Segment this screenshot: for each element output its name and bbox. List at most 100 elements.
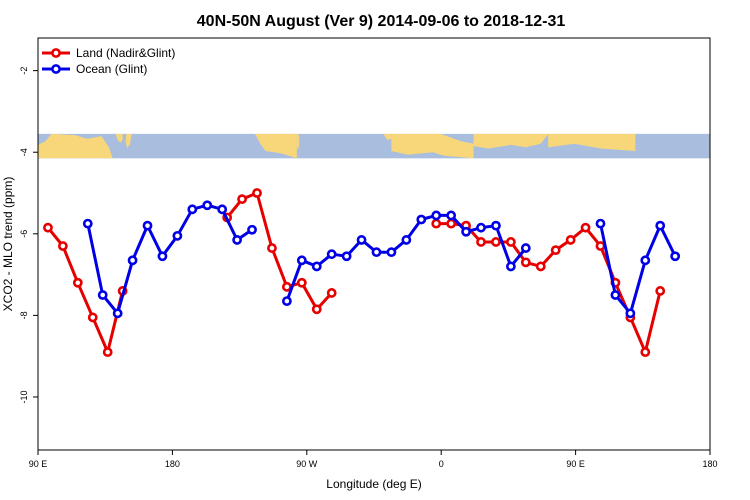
plot-area: 90 E 180 90 W 0 90 E 180 -2 -4 -6 -8 -10 <box>19 37 718 469</box>
plot-frame <box>37 37 711 451</box>
data-point <box>127 255 138 266</box>
data-point <box>267 243 277 253</box>
map-land <box>548 133 636 151</box>
data-point <box>326 288 337 298</box>
map-land <box>38 133 113 159</box>
data-point <box>535 261 546 272</box>
data-point <box>112 308 123 319</box>
x-tick-label: 90 E <box>29 459 48 469</box>
data-point <box>247 224 257 235</box>
data-point <box>416 214 427 225</box>
data-point <box>371 247 382 258</box>
data-point <box>172 230 183 241</box>
map-land <box>255 133 297 159</box>
y-axis-label: XCO2 - MLO trend (ppm) <box>1 177 15 312</box>
data-point <box>326 249 337 260</box>
map-land <box>115 133 123 143</box>
y-tick-label: -8 <box>19 311 29 319</box>
data-point <box>476 237 486 247</box>
x-tick-label: 180 <box>165 459 180 469</box>
data-point <box>520 243 531 253</box>
data-point <box>386 247 397 258</box>
data-point <box>401 235 412 245</box>
legend-marker <box>51 48 61 58</box>
series-land <box>43 188 666 357</box>
data-point <box>446 218 457 229</box>
data-point <box>505 261 516 272</box>
series-line <box>436 222 662 354</box>
data-point <box>431 218 442 229</box>
data-point <box>356 235 367 245</box>
data-point <box>670 251 681 262</box>
data-point <box>97 290 108 300</box>
map-land <box>473 133 549 149</box>
data-point <box>281 281 292 292</box>
data-point <box>82 218 93 229</box>
x-tick-label: 0 <box>439 459 444 469</box>
map-land <box>296 133 300 150</box>
legend-label: Ocean (Glint) <box>76 62 147 76</box>
data-point <box>237 194 247 205</box>
series-line <box>226 191 333 311</box>
data-point <box>580 222 591 233</box>
data-point <box>446 210 457 221</box>
y-tick-label: -4 <box>19 148 29 156</box>
chart-title: 40N-50N August (Ver 9) 2014-09-06 to 201… <box>197 13 566 30</box>
data-point <box>87 312 98 323</box>
map-land <box>125 133 132 149</box>
data-point <box>640 255 651 266</box>
data-point <box>341 251 352 262</box>
map-land <box>383 133 392 140</box>
legend-label: Land (Nadir&Glint) <box>76 46 175 60</box>
legend-entry: Ocean (Glint) <box>42 62 147 76</box>
data-point <box>565 235 576 245</box>
series-line <box>599 223 677 315</box>
data-point <box>520 257 531 268</box>
x-tick-label: 180 <box>702 459 717 469</box>
data-point <box>655 220 666 231</box>
data-point <box>296 255 307 266</box>
data-point <box>142 220 153 231</box>
data-point <box>476 222 486 233</box>
legend-marker <box>51 64 61 74</box>
x-axis-label: Longitude (deg E) <box>326 477 421 491</box>
series-ocean <box>82 200 681 319</box>
data-point <box>505 237 516 247</box>
data-point <box>461 226 471 237</box>
data-point <box>311 261 322 272</box>
y-tick-label: -2 <box>19 67 29 75</box>
data-point <box>550 245 561 256</box>
data-point <box>217 204 228 215</box>
x-tick-label: 90 W <box>296 459 318 469</box>
data-point <box>102 347 113 357</box>
legend: Land (Nadir&Glint) Ocean (Glint) <box>42 46 175 76</box>
data-point <box>187 204 198 215</box>
world-map-strip <box>38 133 710 159</box>
data-point <box>232 235 243 245</box>
data-point <box>491 220 501 231</box>
series-line <box>285 213 527 302</box>
data-point <box>157 251 168 262</box>
x-axis: 90 E 180 90 W 0 90 E 180 <box>29 450 718 469</box>
map-land <box>391 133 474 159</box>
data-point <box>202 200 213 211</box>
data-point <box>491 237 501 247</box>
series-layer <box>43 188 681 357</box>
data-point <box>610 290 621 300</box>
data-point <box>43 222 53 233</box>
y-tick-label: -10 <box>19 390 29 403</box>
data-point <box>595 218 606 229</box>
y-axis: -2 -4 -6 -8 -10 <box>19 67 38 403</box>
data-point <box>72 277 83 288</box>
data-point <box>252 188 262 198</box>
data-point <box>57 241 68 251</box>
legend-entry: Land (Nadir&Glint) <box>42 46 175 60</box>
x-tick-label: 90 E <box>566 459 585 469</box>
data-point <box>655 286 666 296</box>
data-point <box>311 304 322 315</box>
data-point <box>281 296 292 307</box>
data-point <box>431 210 442 221</box>
data-point <box>296 277 307 288</box>
data-point <box>640 347 651 357</box>
